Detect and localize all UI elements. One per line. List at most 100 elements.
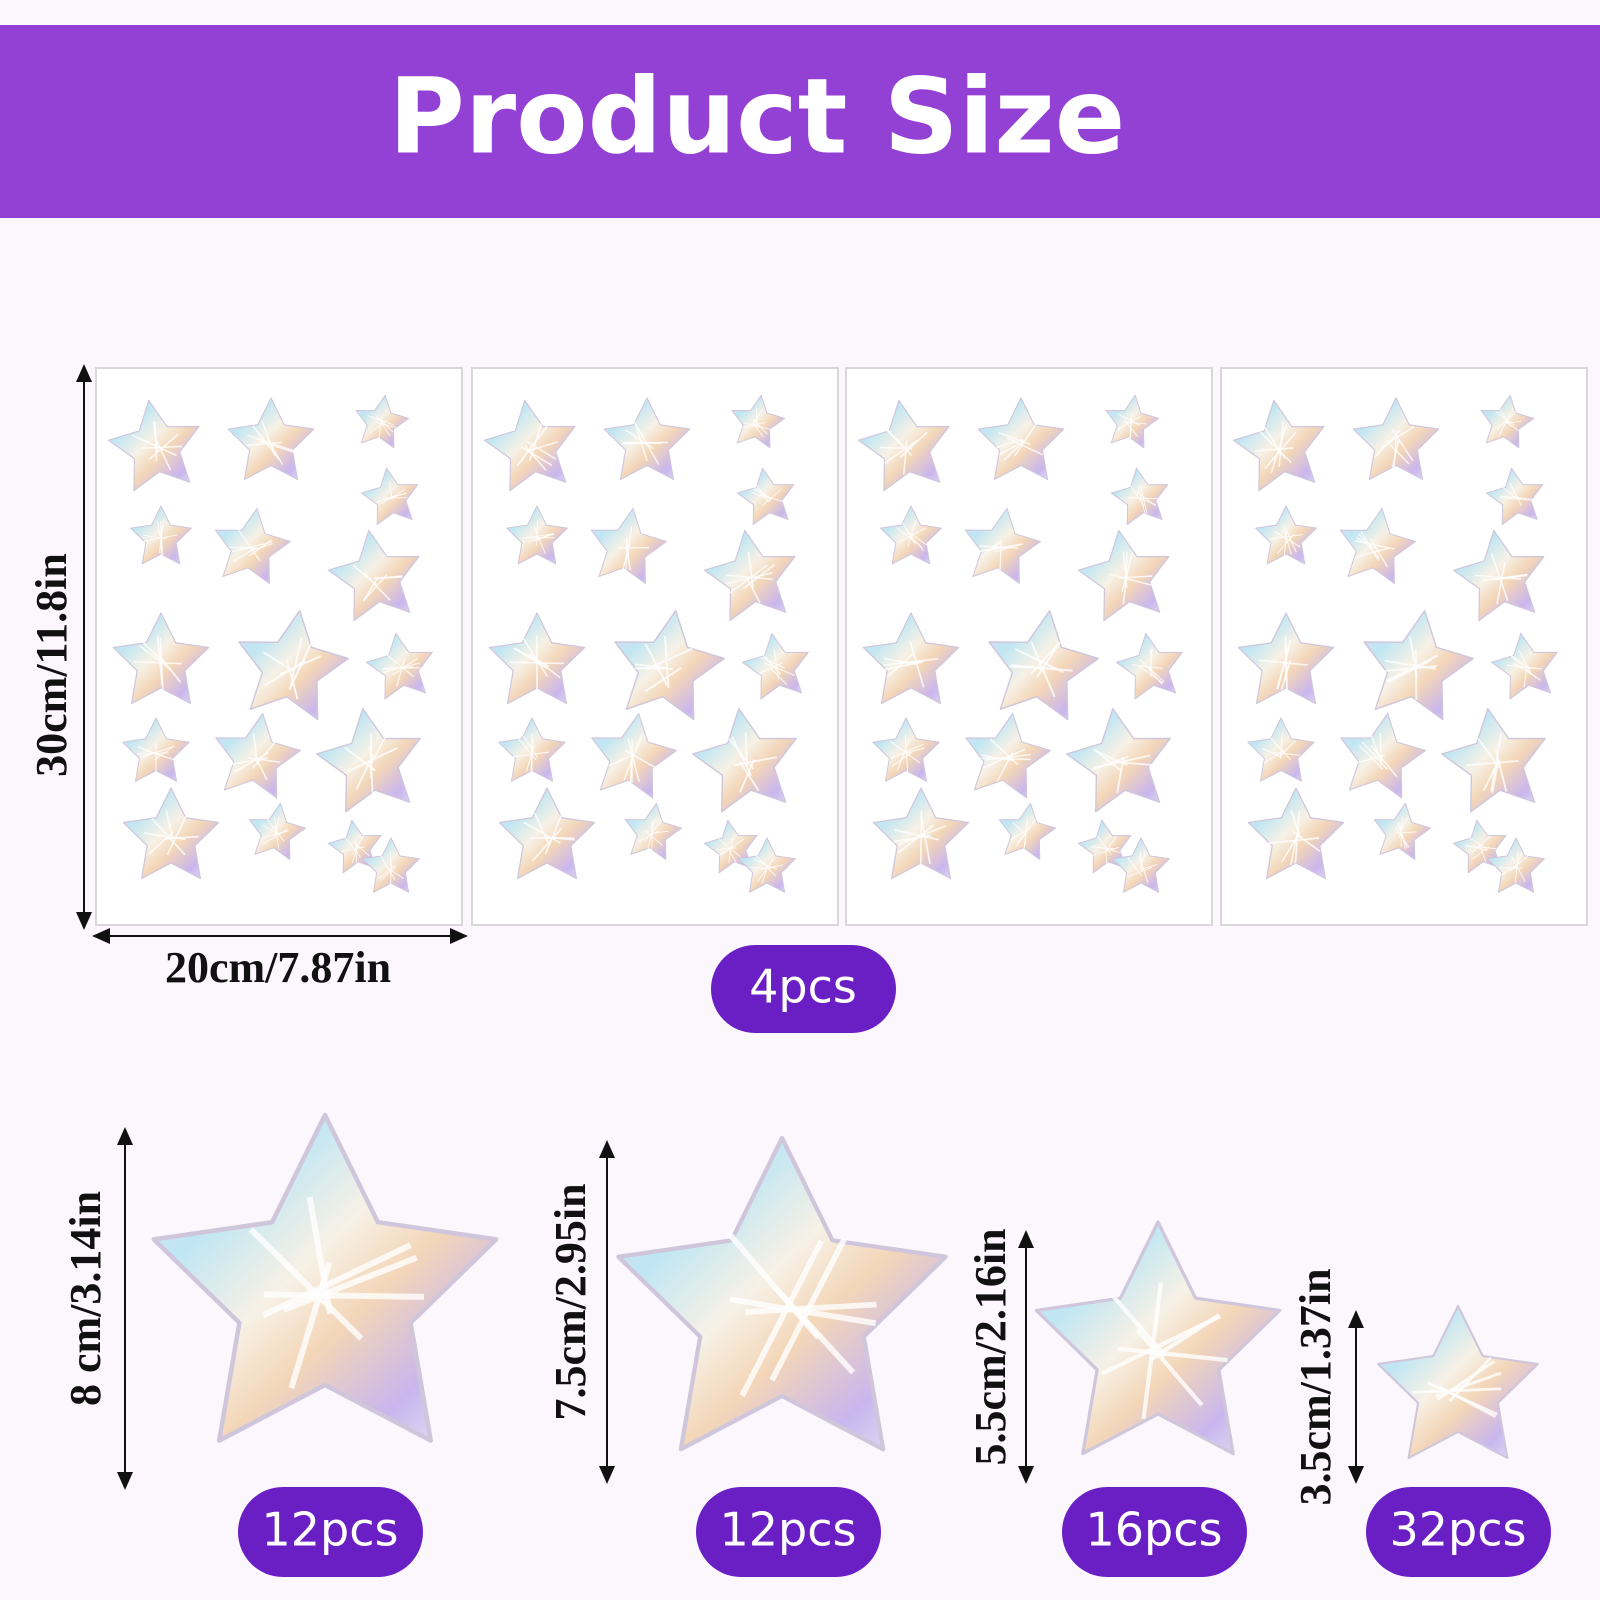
- star-sticker: [616, 1135, 948, 1452]
- mosaic-line: [644, 830, 664, 846]
- mosaic-line: [369, 746, 374, 794]
- mosaic-line: [883, 657, 917, 666]
- star-shape: [964, 507, 1041, 584]
- quantity-pill: [238, 1487, 423, 1577]
- star-sticker: [1485, 467, 1544, 526]
- star-size-label: 5.5cm/2.16in: [966, 1228, 1015, 1465]
- mosaic-line: [762, 654, 782, 675]
- mosaic-line: [289, 637, 303, 687]
- mosaic-line: [156, 635, 163, 685]
- mosaic-line: [1096, 835, 1112, 855]
- mosaic-line: [1139, 666, 1164, 684]
- mosaic-line: [731, 736, 752, 777]
- mosaic-line: [524, 445, 547, 471]
- mosaic-line: [1370, 735, 1383, 763]
- mosaic-line: [1469, 837, 1487, 849]
- star-sticker: [1491, 632, 1558, 700]
- mosaic-line: [1017, 819, 1037, 844]
- star-shape: [977, 397, 1065, 480]
- mosaic-line: [625, 539, 628, 571]
- mosaic-line: [899, 431, 928, 458]
- mosaic-line: [608, 754, 633, 767]
- mosaic-line: [132, 434, 177, 457]
- mosaic-line: [1122, 571, 1129, 605]
- mosaic-line: [739, 761, 760, 792]
- mosaic-line: [261, 1242, 412, 1319]
- star-shape: [1491, 632, 1558, 700]
- mosaic-line: [1523, 665, 1528, 688]
- mosaic-line: [769, 667, 788, 686]
- mosaic-line: [392, 657, 418, 676]
- header-band: [0, 25, 1600, 218]
- mosaic-line: [389, 851, 392, 874]
- mosaic-line: [627, 738, 640, 782]
- mosaic-line: [159, 637, 164, 691]
- star-sticker: [360, 467, 419, 526]
- mosaic-line: [1474, 574, 1522, 580]
- star-sticker: [498, 787, 596, 880]
- mosaic-line: [260, 830, 289, 839]
- mosaic-line: [664, 636, 670, 689]
- mosaic-line: [1283, 528, 1288, 556]
- star-sticker: [107, 399, 200, 492]
- mosaic-line: [754, 486, 772, 500]
- star-sticker: [488, 612, 586, 705]
- star-quantity: 16pcs: [1086, 1503, 1223, 1557]
- mosaic-line: [352, 564, 378, 586]
- star-sticker: [130, 505, 192, 565]
- mosaic-line: [1269, 736, 1291, 761]
- mosaic-line: [166, 814, 188, 856]
- star-sticker: [151, 1112, 499, 1443]
- mosaic-line: [344, 836, 361, 858]
- star-sticker: [238, 609, 349, 721]
- mosaic-line: [273, 817, 280, 850]
- mosaic-line: [152, 421, 159, 453]
- mosaic-line: [1127, 497, 1158, 500]
- mosaic-line: [282, 1254, 418, 1313]
- star-shape: [360, 467, 419, 526]
- star-quantity: 12pcs: [720, 1503, 857, 1557]
- star-shape: [603, 397, 691, 480]
- mosaic-line: [758, 864, 784, 871]
- star-sticker: [965, 712, 1051, 799]
- mosaic-line: [725, 574, 773, 580]
- star-shape: [1077, 529, 1170, 622]
- mosaic-line: [760, 656, 786, 669]
- star-sticker: [1487, 837, 1545, 893]
- mosaic-line: [1264, 749, 1285, 764]
- star-shape: [1110, 467, 1169, 526]
- mosaic-line: [896, 739, 910, 771]
- mosaic-line: [1273, 751, 1301, 756]
- star-sticker: [703, 529, 796, 622]
- mosaic-line: [1024, 816, 1028, 846]
- mosaic-line: [1385, 440, 1410, 465]
- mosaic-line: [756, 407, 758, 429]
- mosaic-line: [148, 830, 174, 855]
- mosaic-line: [1506, 664, 1542, 670]
- mosaic-line: [1369, 537, 1388, 568]
- mosaic-line: [744, 732, 749, 768]
- mosaic-line: [248, 1227, 364, 1341]
- mosaic-line: [263, 1291, 425, 1300]
- mosaic-line: [1294, 810, 1301, 864]
- mosaic-line: [752, 419, 768, 435]
- mosaic-line: [139, 644, 172, 671]
- mosaic-line: [355, 839, 358, 864]
- star-sticker: [1363, 609, 1474, 721]
- mosaic-line: [381, 666, 414, 670]
- star-sticker: [1247, 787, 1345, 880]
- mosaic-line: [884, 439, 919, 465]
- star-shape: [731, 394, 786, 449]
- mosaic-line: [1396, 822, 1408, 849]
- star-sticker: [603, 397, 691, 480]
- mosaic-line: [1091, 755, 1129, 771]
- mosaic-line: [536, 520, 539, 546]
- mosaic-line: [1116, 416, 1141, 430]
- mosaic-line: [1278, 421, 1284, 467]
- mosaic-line: [901, 747, 925, 755]
- mosaic-line: [142, 641, 165, 664]
- star-sticker: [1340, 712, 1426, 799]
- star-shape: [703, 529, 796, 622]
- mosaic-line: [989, 738, 1019, 766]
- star-shape: [316, 707, 421, 813]
